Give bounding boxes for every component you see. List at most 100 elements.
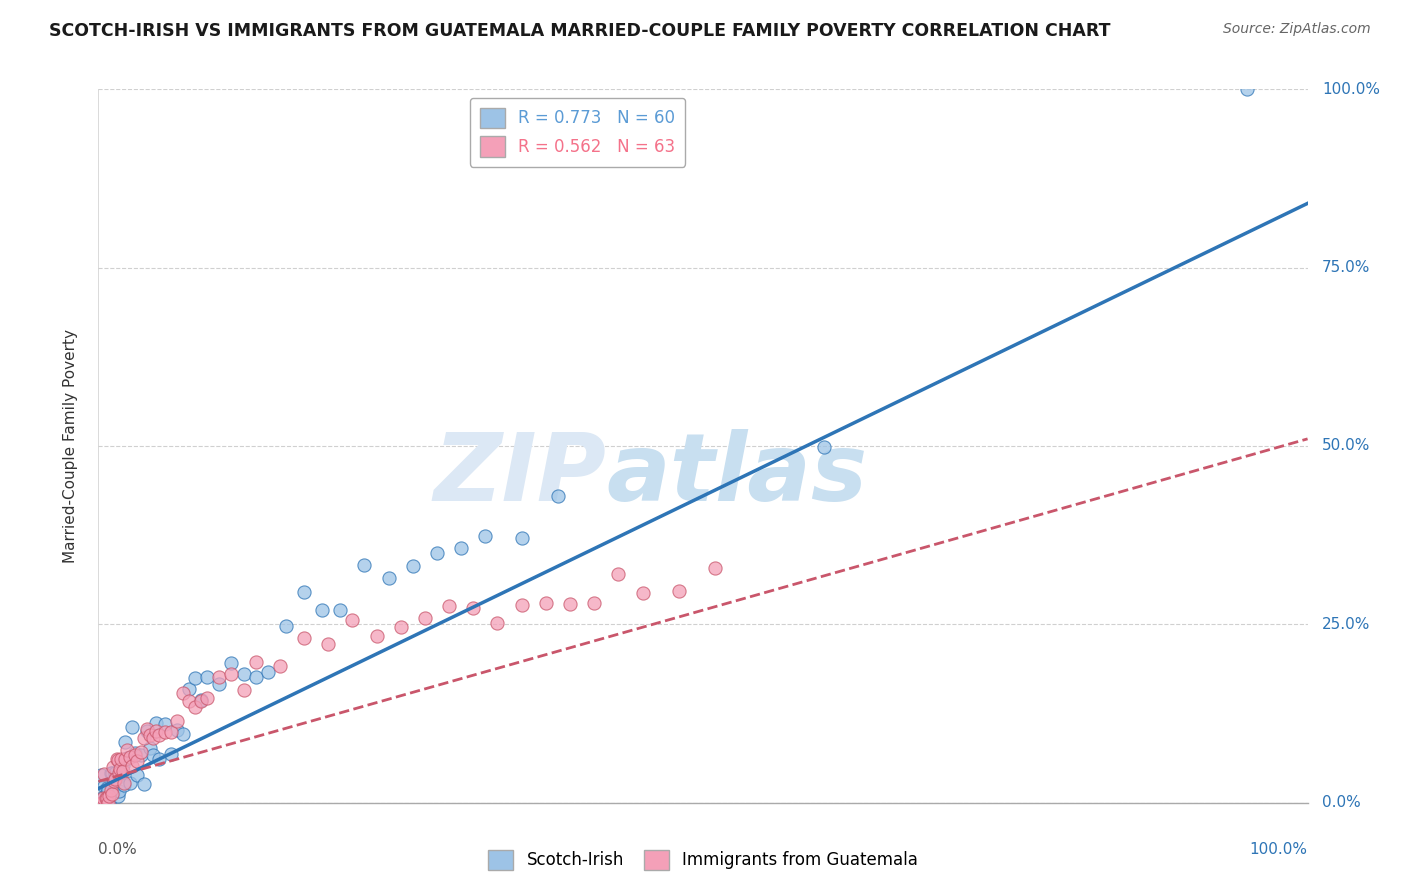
- Text: 100.0%: 100.0%: [1250, 842, 1308, 857]
- Point: [129, 747, 152, 762]
- Point: [104, 772, 127, 786]
- Point: [450, 541, 472, 555]
- Point: [179, 694, 201, 708]
- Point: [91, 789, 114, 804]
- Point: [426, 546, 449, 560]
- Point: [110, 758, 132, 772]
- Point: [100, 765, 122, 780]
- Point: [134, 777, 156, 791]
- Legend: R = 0.773   N = 60, R = 0.562   N = 63: R = 0.773 N = 60, R = 0.562 N = 63: [470, 97, 685, 167]
- Point: [195, 690, 218, 705]
- Point: [142, 731, 165, 746]
- Point: [100, 787, 122, 801]
- Text: 0.0%: 0.0%: [1322, 796, 1361, 810]
- Text: ZIP: ZIP: [433, 428, 606, 521]
- Point: [101, 760, 124, 774]
- Point: [353, 558, 375, 572]
- Point: [98, 796, 121, 810]
- Point: [402, 558, 425, 573]
- Point: [139, 728, 162, 742]
- Point: [148, 751, 170, 765]
- Point: [195, 670, 218, 684]
- Point: [127, 754, 149, 768]
- Point: [105, 752, 128, 766]
- Point: [221, 656, 243, 670]
- Point: [103, 773, 125, 788]
- Point: [108, 766, 131, 780]
- Point: [153, 725, 176, 739]
- Point: [232, 682, 254, 697]
- Point: [607, 566, 630, 581]
- Point: [437, 599, 460, 613]
- Point: [135, 723, 157, 738]
- Point: [558, 597, 581, 611]
- Point: [90, 768, 112, 782]
- Point: [311, 603, 333, 617]
- Point: [631, 586, 654, 600]
- Point: [269, 659, 291, 673]
- Legend: Scotch-Irish, Immigrants from Guatemala: Scotch-Irish, Immigrants from Guatemala: [481, 843, 925, 877]
- Point: [547, 489, 569, 503]
- Point: [208, 677, 231, 691]
- Point: [274, 619, 297, 633]
- Point: [91, 791, 114, 805]
- Point: [121, 721, 143, 735]
- Point: [91, 795, 114, 809]
- Point: [114, 735, 136, 749]
- Point: [98, 789, 121, 804]
- Point: [139, 741, 162, 756]
- Point: [245, 670, 267, 684]
- Point: [97, 783, 120, 797]
- Point: [142, 747, 165, 762]
- Point: [510, 531, 533, 545]
- Point: [704, 560, 727, 574]
- Point: [221, 666, 243, 681]
- Point: [166, 714, 188, 729]
- Text: SCOTCH-IRISH VS IMMIGRANTS FROM GUATEMALA MARRIED-COUPLE FAMILY POVERTY CORRELAT: SCOTCH-IRISH VS IMMIGRANTS FROM GUATEMAL…: [49, 22, 1111, 40]
- Point: [160, 724, 183, 739]
- Point: [463, 600, 485, 615]
- Point: [111, 764, 134, 778]
- Point: [93, 767, 115, 781]
- Point: [97, 796, 120, 810]
- Point: [112, 778, 135, 792]
- Text: atlas: atlas: [606, 428, 868, 521]
- Point: [118, 750, 141, 764]
- Point: [117, 751, 139, 765]
- Point: [486, 616, 509, 631]
- Point: [245, 655, 267, 669]
- Point: [101, 785, 124, 799]
- Point: [145, 724, 167, 739]
- Point: [153, 716, 176, 731]
- Point: [184, 671, 207, 685]
- Point: [124, 747, 146, 762]
- Y-axis label: Married-Couple Family Poverty: Married-Couple Family Poverty: [63, 329, 77, 563]
- Point: [389, 620, 412, 634]
- Point: [100, 765, 122, 780]
- Point: [96, 781, 118, 796]
- Point: [108, 758, 131, 772]
- Point: [114, 752, 136, 766]
- Point: [100, 783, 122, 797]
- Point: [108, 762, 131, 776]
- Point: [103, 773, 125, 788]
- Point: [145, 716, 167, 731]
- Point: [93, 779, 115, 793]
- Point: [166, 723, 188, 738]
- Point: [160, 747, 183, 761]
- Point: [108, 784, 131, 798]
- Point: [91, 796, 114, 810]
- Point: [112, 775, 135, 789]
- Point: [534, 596, 557, 610]
- Text: 75.0%: 75.0%: [1322, 260, 1371, 275]
- Point: [104, 765, 127, 780]
- Text: Source: ZipAtlas.com: Source: ZipAtlas.com: [1223, 22, 1371, 37]
- Point: [90, 796, 112, 810]
- Point: [94, 791, 117, 805]
- Point: [668, 583, 690, 598]
- Point: [179, 682, 201, 697]
- Point: [292, 631, 315, 645]
- Point: [118, 776, 141, 790]
- Text: 50.0%: 50.0%: [1322, 439, 1371, 453]
- Point: [208, 671, 231, 685]
